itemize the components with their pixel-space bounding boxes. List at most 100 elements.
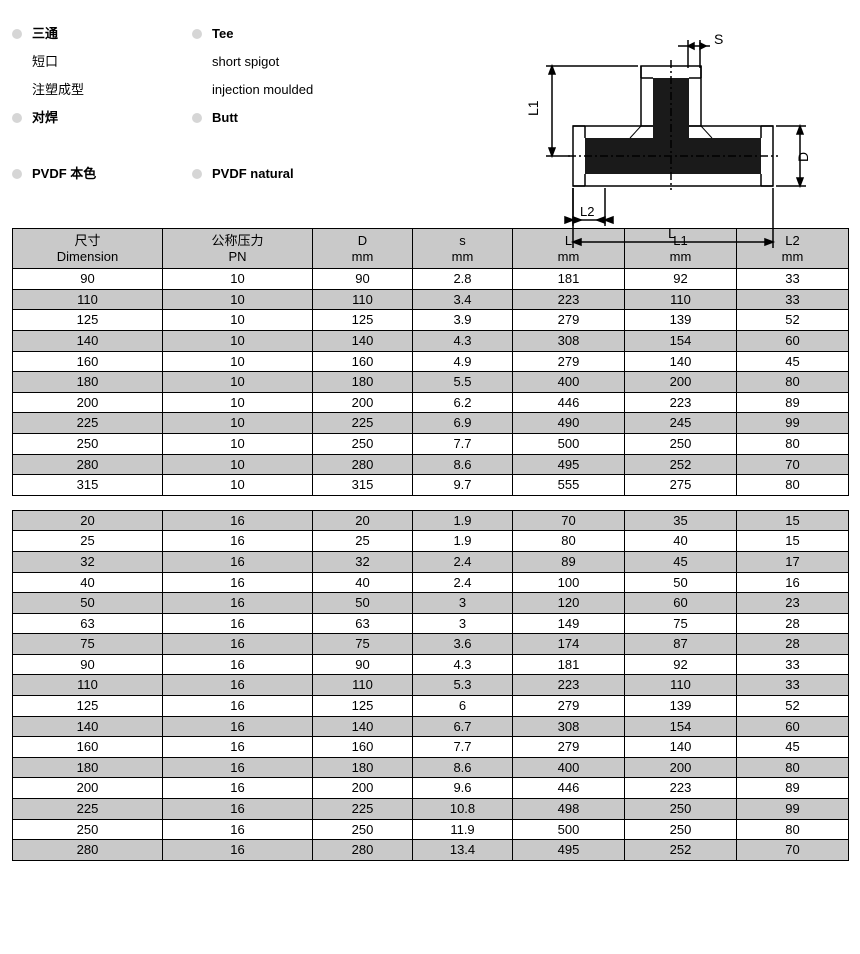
spec-item: 短口 (12, 48, 192, 76)
table-cell: 16 (163, 634, 313, 655)
table-cell: 2.4 (413, 572, 513, 593)
table-cell: 180 (13, 757, 163, 778)
table-cell: 446 (513, 778, 625, 799)
table-cell: 50 (313, 593, 413, 614)
table-cell: 10 (163, 330, 313, 351)
table-row: 200102006.244622389 (13, 392, 849, 413)
table-cell: 15 (737, 531, 849, 552)
spec-text: 注塑成型 (32, 76, 84, 104)
table-row: 9016904.31819233 (13, 654, 849, 675)
table-cell: 250 (313, 819, 413, 840)
table-cell: 225 (313, 413, 413, 434)
diagram-col: S (512, 20, 848, 188)
table-cell: 60 (625, 593, 737, 614)
label-l1: L1 (525, 100, 541, 116)
table-cell: 16 (163, 613, 313, 634)
spec-text: injection moulded (212, 76, 313, 104)
dimension-tables: 尺寸Dimension公称压力PNDmmsmmLmmL1mmL2mm901090… (12, 228, 848, 861)
table-cell: 80 (737, 475, 849, 496)
spec-item: 对焊 (12, 104, 192, 132)
table-cell: 3.6 (413, 634, 513, 655)
table-cell: 160 (313, 737, 413, 758)
table-cell: 16 (163, 531, 313, 552)
bullet-icon (192, 113, 202, 123)
table-row: 250102507.750025080 (13, 433, 849, 454)
table-row: 2501625011.950025080 (13, 819, 849, 840)
table-cell: 125 (13, 310, 163, 331)
table-cell: 9.7 (413, 475, 513, 496)
table-cell: 40 (313, 572, 413, 593)
spec-text: 对焊 (32, 104, 58, 132)
spec-text: short spigot (212, 48, 279, 76)
specs-en: Teeshort spigotinjection mouldedButt PVD… (192, 20, 512, 188)
bullet-icon (12, 169, 22, 179)
table-cell: 4.3 (413, 654, 513, 675)
table-cell: 28 (737, 613, 849, 634)
table-cell: 11.9 (413, 819, 513, 840)
table-cell: 35 (625, 510, 737, 531)
table-cell: 140 (625, 737, 737, 758)
table-cell: 125 (313, 310, 413, 331)
table-cell: 3.4 (413, 289, 513, 310)
table-cell: 5.3 (413, 675, 513, 696)
table-cell: 99 (737, 799, 849, 820)
table-cell: 149 (513, 613, 625, 634)
table-cell: 275 (625, 475, 737, 496)
bullet-icon (192, 57, 202, 67)
spec-text: 三通 (32, 20, 58, 48)
table-row: 200162009.644622389 (13, 778, 849, 799)
table-cell: 250 (313, 433, 413, 454)
bullet-icon (12, 141, 22, 151)
table-row: 315103159.755527580 (13, 475, 849, 496)
table-row: 12516125627913952 (13, 696, 849, 717)
table-cell: 495 (513, 454, 625, 475)
table-row: 140101404.330815460 (13, 330, 849, 351)
table-cell: 10 (163, 433, 313, 454)
table-cell: 80 (737, 757, 849, 778)
table-cell: 154 (625, 330, 737, 351)
table-cell: 10 (163, 413, 313, 434)
label-s: S (714, 31, 723, 47)
table-cell: 110 (13, 289, 163, 310)
table-cell: 16 (163, 696, 313, 717)
table-cell: 315 (13, 475, 163, 496)
table-cell: 498 (513, 799, 625, 820)
table-cell: 160 (13, 351, 163, 372)
table-cell: 3 (413, 593, 513, 614)
table-cell: 16 (163, 799, 313, 820)
table-cell: 9.6 (413, 778, 513, 799)
spec-item: 注塑成型 (12, 76, 192, 104)
table-cell: 500 (513, 433, 625, 454)
table-cell: 181 (513, 654, 625, 675)
table-cell: 52 (737, 310, 849, 331)
spec-text (212, 132, 216, 160)
table-cell: 17 (737, 551, 849, 572)
table-row: 2016201.9703515 (13, 510, 849, 531)
table-row: 160101604.927914045 (13, 351, 849, 372)
table-cell: 16 (163, 551, 313, 572)
table-cell: 8.6 (413, 454, 513, 475)
table-cell: 154 (625, 716, 737, 737)
table-cell: 8.6 (413, 757, 513, 778)
table-cell: 180 (313, 757, 413, 778)
table-cell: 10 (163, 392, 313, 413)
spec-item: PVDF natural (192, 160, 512, 188)
table-cell: 495 (513, 840, 625, 861)
table-row: 4016402.41005016 (13, 572, 849, 593)
table-row: 50165031206023 (13, 593, 849, 614)
table-cell: 3.9 (413, 310, 513, 331)
table-cell: 7.7 (413, 737, 513, 758)
table-cell: 16 (163, 757, 313, 778)
table-cell: 181 (513, 269, 625, 290)
table-cell: 200 (625, 372, 737, 393)
table-row: 110101103.422311033 (13, 289, 849, 310)
table-cell: 200 (625, 757, 737, 778)
spec-item: Butt (192, 104, 512, 132)
table-cell: 245 (625, 413, 737, 434)
bullet-icon (192, 141, 202, 151)
table-cell: 139 (625, 696, 737, 717)
table-cell: 90 (13, 269, 163, 290)
table-cell: 10.8 (413, 799, 513, 820)
table-cell: 225 (313, 799, 413, 820)
table-cell: 16 (163, 593, 313, 614)
